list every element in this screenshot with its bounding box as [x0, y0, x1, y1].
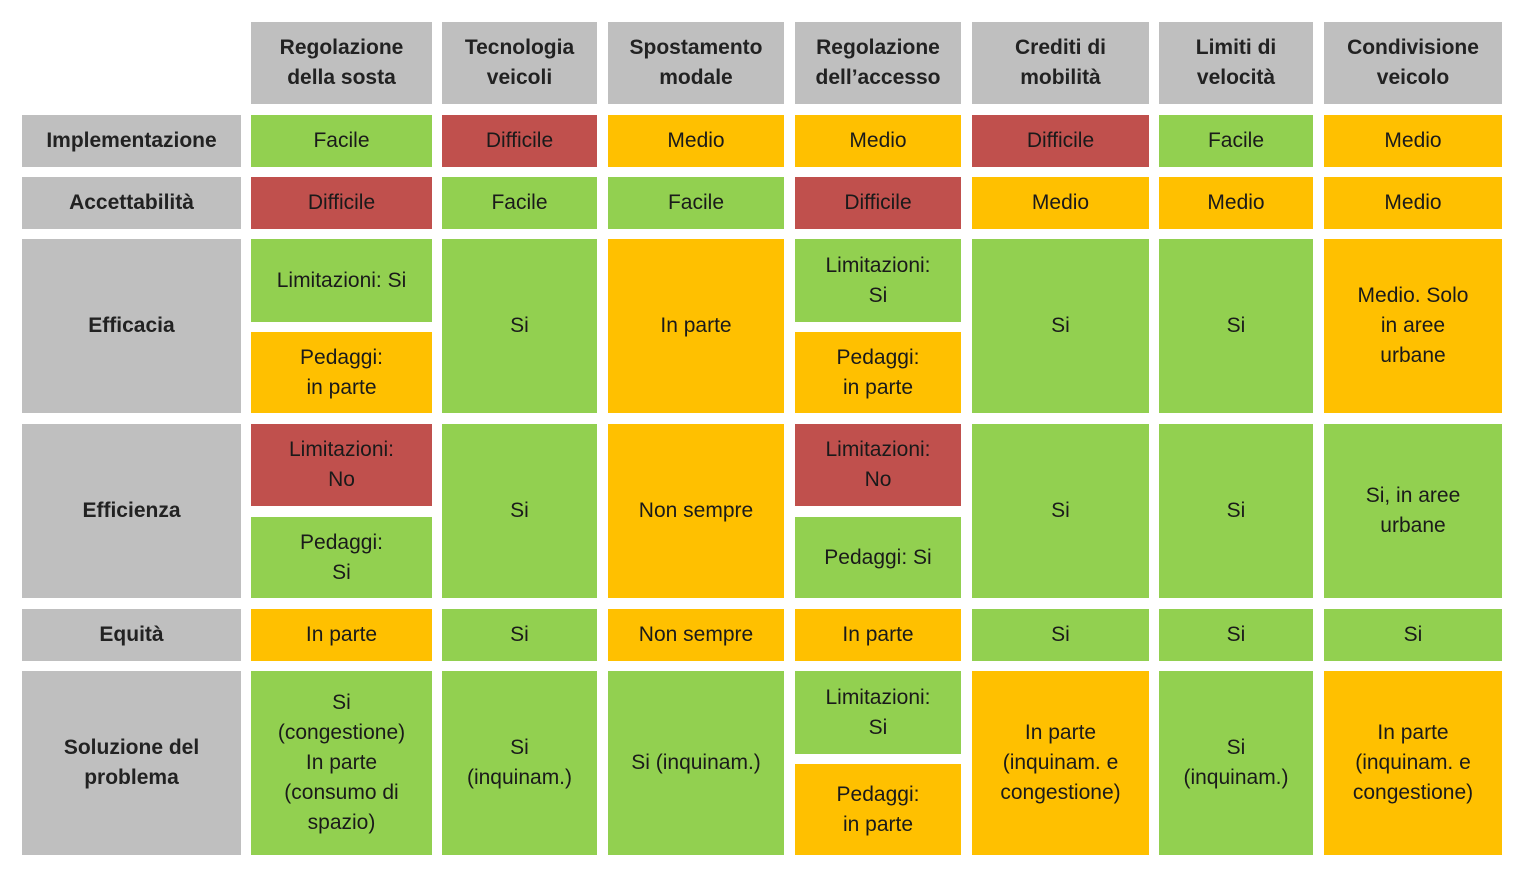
cell-accettabilita-accesso: Difficile: [795, 177, 961, 229]
column-header-crediti-mobilita: Crediti di mobilità: [972, 22, 1149, 104]
cell-soluzione-limiti: Si (inquinam.): [1159, 671, 1313, 855]
row-label-efficienza: Efficienza: [22, 424, 241, 598]
row-label-equita: Equità: [22, 609, 241, 661]
cell-efficienza-limiti: Si: [1159, 424, 1313, 598]
cell-implementazione-tecnologia: Difficile: [442, 115, 597, 167]
cell-efficacia-accesso-pedaggi: Pedaggi: in parte: [795, 332, 961, 413]
row-label-efficacia: Efficacia: [22, 239, 241, 413]
cell-efficienza-condivisione: Si, in aree urbane: [1324, 424, 1502, 598]
row-label-soluzione: Soluzione del problema: [22, 671, 241, 855]
cell-soluzione-accesso-limitazioni: Limitazioni: Si: [795, 671, 961, 754]
cell-efficienza-spostamento: Non sempre: [608, 424, 784, 598]
cell-accettabilita-tecnologia: Facile: [442, 177, 597, 229]
column-header-condivisione-veicolo: Condivisione veicolo: [1324, 22, 1502, 104]
cell-equita-spostamento: Non sempre: [608, 609, 784, 661]
cell-implementazione-limiti: Facile: [1159, 115, 1313, 167]
cell-soluzione-sosta: Si (congestione) In parte (consumo di sp…: [251, 671, 432, 855]
cell-equita-sosta: In parte: [251, 609, 432, 661]
cell-efficienza-crediti: Si: [972, 424, 1149, 598]
cell-efficacia-sosta-pedaggi: Pedaggi: in parte: [251, 332, 432, 413]
cell-efficacia-tecnologia: Si: [442, 239, 597, 413]
cell-efficienza-accesso-pedaggi: Pedaggi: Si: [795, 517, 961, 598]
cell-soluzione-condivisione: In parte (inquinam. e congestione): [1324, 671, 1502, 855]
cell-accettabilita-condivisione: Medio: [1324, 177, 1502, 229]
cell-equita-tecnologia: Si: [442, 609, 597, 661]
cell-efficienza-sosta-limitazioni: Limitazioni: No: [251, 424, 432, 506]
cell-efficacia-crediti: Si: [972, 239, 1149, 413]
column-header-spostamento-modale: Spostamento modale: [608, 22, 784, 104]
column-header-regolazione-accesso: Regolazione dell’accesso: [795, 22, 961, 104]
cell-efficacia-sosta-limitazioni: Limitazioni: Si: [251, 239, 432, 322]
cell-implementazione-spostamento: Medio: [608, 115, 784, 167]
cell-efficienza-accesso-limitazioni: Limitazioni: No: [795, 424, 961, 506]
cell-accettabilita-sosta: Difficile: [251, 177, 432, 229]
cell-equita-accesso: In parte: [795, 609, 961, 661]
column-header-regolazione-sosta: Regolazione della sosta: [251, 22, 432, 104]
cell-efficacia-condivisione: Medio. Solo in aree urbane: [1324, 239, 1502, 413]
cell-equita-limiti: Si: [1159, 609, 1313, 661]
cell-accettabilita-limiti: Medio: [1159, 177, 1313, 229]
cell-equita-crediti: Si: [972, 609, 1149, 661]
row-label-accettabilita: Accettabilità: [22, 177, 241, 229]
cell-efficacia-accesso-limitazioni: Limitazioni: Si: [795, 239, 961, 322]
column-header-tecnologia-veicoli: Tecnologia veicoli: [442, 22, 597, 104]
cell-implementazione-condivisione: Medio: [1324, 115, 1502, 167]
cell-soluzione-accesso-pedaggi: Pedaggi: in parte: [795, 764, 961, 855]
cell-accettabilita-spostamento: Facile: [608, 177, 784, 229]
cell-efficienza-sosta-pedaggi: Pedaggi: Si: [251, 517, 432, 598]
cell-soluzione-tecnologia: Si (inquinam.): [442, 671, 597, 855]
cell-implementazione-accesso: Medio: [795, 115, 961, 167]
cell-equita-condivisione: Si: [1324, 609, 1502, 661]
cell-implementazione-crediti: Difficile: [972, 115, 1149, 167]
row-label-implementazione: Implementazione: [22, 115, 241, 167]
cell-soluzione-crediti: In parte (inquinam. e congestione): [972, 671, 1149, 855]
cell-efficacia-limiti: Si: [1159, 239, 1313, 413]
column-header-limiti-velocita: Limiti di velocità: [1159, 22, 1313, 104]
cell-efficienza-tecnologia: Si: [442, 424, 597, 598]
cell-accettabilita-crediti: Medio: [972, 177, 1149, 229]
cell-soluzione-spostamento: Si (inquinam.): [608, 671, 784, 855]
cell-implementazione-sosta: Facile: [251, 115, 432, 167]
cell-efficacia-spostamento: In parte: [608, 239, 784, 413]
